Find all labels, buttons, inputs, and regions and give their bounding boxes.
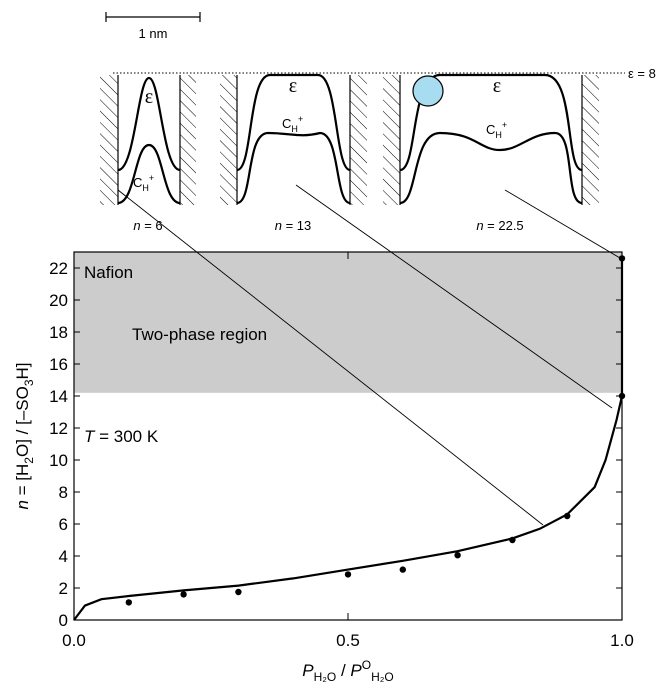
pore-panel: ε CH+ n = 6: [100, 75, 196, 233]
plot: 0 2 4 6 8 10 12 14 16 18 20 22 0.0 0.5 1.0: [49, 251, 634, 650]
proton-label: CH+: [282, 114, 303, 134]
epsilon-label: ε: [289, 75, 297, 97]
region-name: Nafion: [84, 263, 133, 282]
data-point: [344, 571, 352, 578]
fit-curve: [73, 258, 624, 621]
data-point: [125, 599, 132, 606]
proton-label: CH+: [133, 173, 154, 193]
n-label: n = 13: [275, 218, 312, 233]
data-point: [509, 536, 516, 544]
n-label: n = 22.5: [476, 218, 523, 233]
pore-panel: ε CH+ n = 22.5: [383, 73, 599, 233]
shaded-region: [74, 252, 622, 393]
scale-bar: 1 nm: [105, 12, 201, 41]
proton-label: CH+: [486, 120, 507, 140]
y-tick-label: 22: [49, 259, 68, 278]
data-point: [564, 512, 571, 520]
x-tick-label: 0.5: [336, 631, 360, 650]
y-tick-label: 2: [59, 579, 68, 598]
data-point: [235, 588, 242, 596]
epsilon-bulk: ε = 81: [628, 66, 656, 81]
y-tick-label: 8: [59, 483, 68, 502]
temperature-label: T = 300 K: [84, 427, 159, 446]
epsilon-label: ε: [493, 75, 501, 97]
data-point: [618, 392, 626, 400]
scale-label: 1 nm: [139, 26, 168, 41]
y-tick-label: 16: [49, 355, 68, 374]
x-tick-label: 1.0: [610, 631, 634, 650]
data-point: [180, 591, 187, 598]
y-tick-label: 0: [59, 611, 68, 630]
data-point: [399, 566, 406, 573]
y-tick-label: 14: [49, 387, 68, 406]
pore-panel: ε CH+ n = 13: [220, 73, 367, 233]
y-tick-label: 12: [49, 419, 68, 438]
n-label: n = 6: [133, 218, 162, 233]
data-point: [454, 552, 461, 559]
y-tick-label: 6: [59, 515, 68, 534]
region-label: Two-phase region: [132, 325, 267, 344]
epsilon-label: ε: [145, 86, 153, 108]
data-point: [618, 255, 626, 262]
water-molecule: [412, 75, 444, 107]
connectors: [117, 184, 621, 526]
y-tick-label: 18: [49, 323, 68, 342]
y-axis-label: n = [H2O] / [–SO3H]: [13, 362, 36, 509]
x-axis-label: PH₂O / POH₂O: [302, 658, 394, 684]
y-tick-label: 10: [49, 451, 68, 470]
y-tick-label: 20: [49, 291, 68, 310]
x-tick-label: 0.0: [62, 631, 86, 650]
y-tick-label: 4: [59, 547, 68, 566]
